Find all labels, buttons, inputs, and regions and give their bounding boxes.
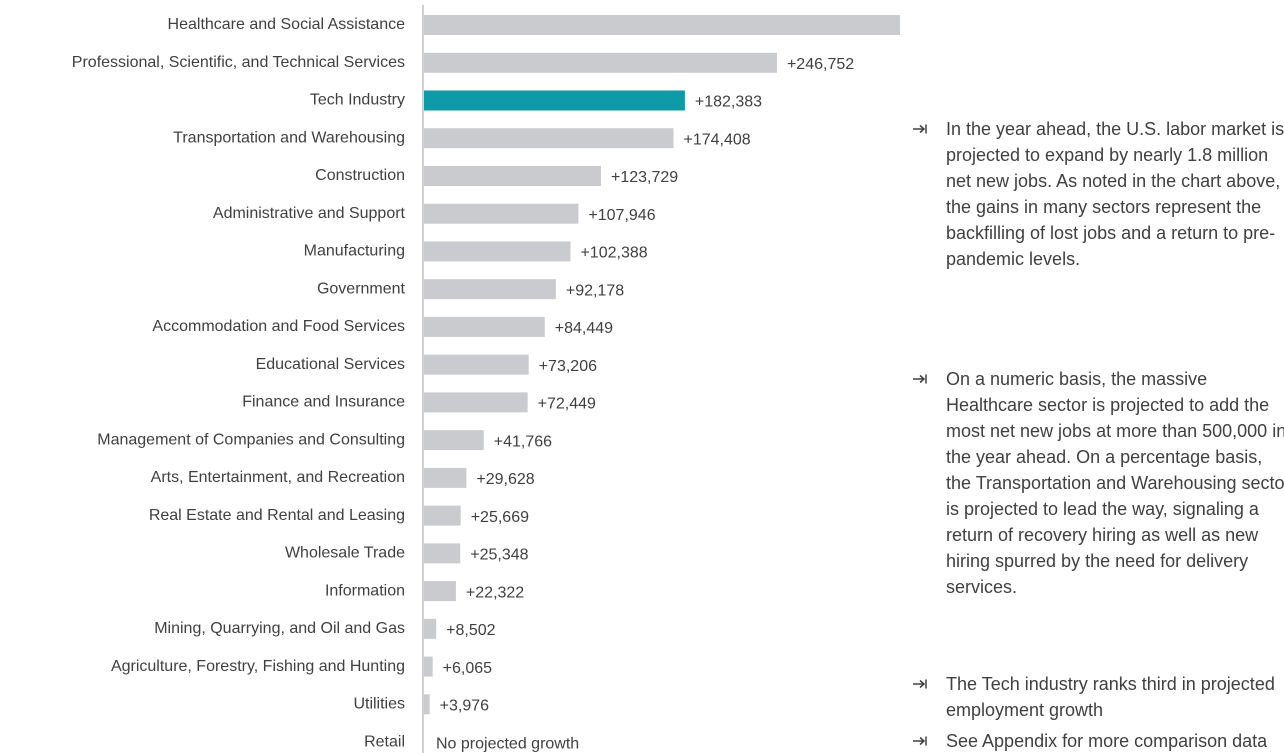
bar (424, 241, 571, 262)
bullet: See Appendix for more comparison data (912, 728, 1284, 753)
value-label: +41,766 (494, 433, 552, 450)
bar (424, 581, 456, 602)
value-label: No projected growth (436, 735, 579, 752)
bullet-icon (913, 124, 927, 134)
category-label: Finance and Insurance (242, 394, 405, 411)
bullet-icon (913, 736, 927, 746)
bar (424, 543, 461, 564)
category-label: Transportation and Warehousing (173, 129, 405, 146)
bar (424, 505, 461, 526)
value-label: +25,348 (470, 547, 528, 564)
bullet: In the year ahead, the U.S. labor market… (912, 116, 1284, 272)
category-label: Professional, Scientific, and Technical … (72, 54, 405, 71)
category-label: Government (317, 280, 406, 297)
category-label: Tech Industry (310, 92, 405, 109)
value-label: +123,729 (611, 169, 678, 186)
bar (424, 279, 556, 300)
bar (424, 15, 1182, 35)
category-label: Educational Services (256, 356, 405, 373)
bar (424, 316, 545, 337)
value-label: +246,752 (787, 56, 854, 73)
category-label: Administrative and Support (213, 205, 406, 222)
category-label: Wholesale Trade (285, 545, 405, 562)
value-label: +174,408 (683, 131, 750, 148)
category-label: Real Estate and Rental and Leasing (149, 507, 405, 524)
category-label: Utilities (353, 696, 405, 713)
value-label: +102,388 (580, 245, 647, 262)
bar (424, 354, 529, 375)
category-label: Retail (364, 733, 405, 750)
value-label: +73,206 (539, 358, 597, 375)
category-label: Information (325, 582, 405, 599)
value-label: +8,502 (446, 622, 495, 639)
bar (424, 656, 433, 677)
value-label: +107,946 (588, 207, 655, 224)
value-label: +29,628 (476, 471, 534, 488)
value-label: +3,976 (440, 698, 489, 715)
bullet: The Tech industry ranks third in project… (912, 671, 1284, 723)
value-label: +182,383 (695, 94, 762, 111)
category-label: Accommodation and Food Services (152, 318, 405, 335)
bar (424, 165, 601, 186)
bullet-text: In the year ahead, the U.S. labor market… (946, 119, 1284, 269)
category-label: Construction (315, 167, 405, 184)
bar (424, 430, 484, 451)
category-label: Mining, Quarrying, and Oil and Gas (154, 620, 405, 637)
value-label: +72,449 (538, 396, 596, 413)
category-label: Agriculture, Forestry, Fishing and Hunti… (111, 658, 405, 675)
bar (424, 52, 777, 73)
notes: In the year ahead, the U.S. labor market… (912, 116, 1284, 753)
bar (424, 90, 685, 111)
bullet: On a numeric basis, the massive Healthca… (912, 366, 1284, 600)
value-label: +6,065 (443, 660, 492, 677)
bar (424, 128, 674, 149)
bullet-text: See Appendix for more comparison data (946, 731, 1268, 751)
category-label: Healthcare and Social Assistance (168, 16, 406, 33)
value-label: +25,669 (471, 509, 529, 526)
category-label: Arts, Entertainment, and Recreation (151, 469, 405, 486)
chart: Healthcare and Social Assistance+529,920… (72, 5, 1259, 753)
bar (424, 618, 437, 639)
bar (424, 467, 467, 488)
value-label: +92,178 (566, 282, 624, 299)
bullet-icon (913, 374, 927, 384)
bullet-text: On a numeric basis, the massive Healthca… (946, 369, 1284, 597)
bullet-icon (913, 679, 927, 689)
category-label: Management of Companies and Consulting (97, 431, 405, 448)
category-label: Manufacturing (304, 243, 405, 260)
value-label: +22,322 (466, 584, 524, 601)
bar (424, 694, 430, 715)
bullet-text: The Tech industry ranks third in project… (946, 674, 1275, 720)
bar (424, 203, 579, 224)
bar (424, 392, 528, 413)
value-label: +84,449 (555, 320, 613, 337)
